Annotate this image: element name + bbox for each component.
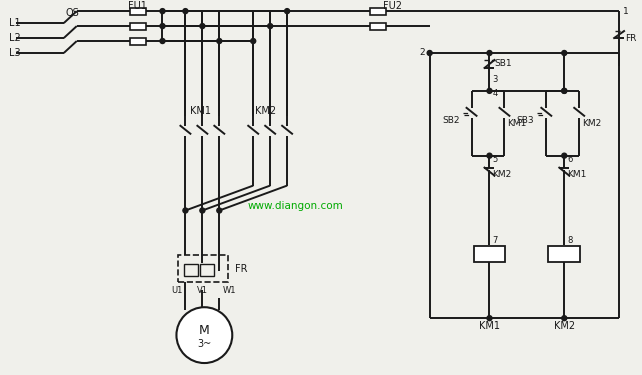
- Text: FR: FR: [625, 33, 636, 42]
- Circle shape: [427, 51, 432, 55]
- Circle shape: [487, 153, 492, 158]
- Text: KM2: KM2: [582, 119, 602, 128]
- Circle shape: [160, 24, 165, 28]
- Circle shape: [487, 316, 492, 321]
- Circle shape: [268, 24, 273, 28]
- Bar: [474, 246, 505, 262]
- Bar: [370, 22, 386, 30]
- Text: QS: QS: [66, 8, 80, 18]
- Text: KM2: KM2: [553, 321, 575, 331]
- Bar: [130, 22, 146, 30]
- Bar: [370, 8, 386, 15]
- Bar: [130, 8, 146, 15]
- Circle shape: [177, 307, 232, 363]
- Text: FU2: FU2: [383, 1, 403, 11]
- Text: www.diangon.com: www.diangon.com: [247, 201, 343, 210]
- Circle shape: [183, 9, 188, 14]
- Text: V1: V1: [197, 286, 208, 295]
- Bar: [178, 255, 229, 282]
- Circle shape: [251, 39, 256, 44]
- Text: KM2: KM2: [492, 170, 512, 179]
- Text: 6: 6: [568, 155, 573, 164]
- Text: FR: FR: [235, 264, 248, 274]
- Bar: [548, 246, 580, 262]
- Circle shape: [562, 51, 567, 55]
- Circle shape: [217, 208, 221, 213]
- Text: FU1: FU1: [128, 1, 147, 11]
- Text: 7: 7: [492, 236, 498, 245]
- Text: W1: W1: [222, 286, 236, 295]
- Bar: [200, 264, 214, 276]
- Text: 4: 4: [492, 89, 498, 98]
- Text: L1: L1: [9, 18, 21, 28]
- Text: KM1: KM1: [568, 170, 587, 179]
- Text: SB3: SB3: [517, 116, 534, 125]
- Text: U1: U1: [171, 286, 182, 295]
- Text: SB2: SB2: [442, 116, 460, 125]
- Text: 2: 2: [419, 48, 424, 57]
- Circle shape: [200, 24, 205, 28]
- Circle shape: [562, 153, 567, 158]
- Circle shape: [183, 208, 188, 213]
- Bar: [184, 264, 198, 276]
- Text: 8: 8: [568, 236, 573, 245]
- Circle shape: [160, 9, 165, 14]
- Text: L2: L2: [9, 33, 21, 43]
- Text: L3: L3: [9, 48, 21, 58]
- Text: 3~: 3~: [197, 339, 211, 349]
- Text: 3: 3: [492, 75, 498, 84]
- Circle shape: [284, 9, 290, 14]
- Circle shape: [200, 208, 205, 213]
- Circle shape: [562, 88, 567, 93]
- Text: KM1: KM1: [507, 119, 527, 128]
- Circle shape: [562, 316, 567, 321]
- Text: 1: 1: [623, 7, 629, 16]
- Circle shape: [562, 88, 567, 93]
- Bar: [130, 38, 146, 45]
- Text: 5: 5: [492, 155, 498, 164]
- Text: KM1: KM1: [479, 321, 500, 331]
- Circle shape: [487, 51, 492, 55]
- Circle shape: [217, 39, 221, 44]
- Circle shape: [160, 39, 165, 44]
- Text: KM1: KM1: [191, 106, 211, 116]
- Text: KM2: KM2: [256, 106, 276, 116]
- Text: M: M: [199, 324, 210, 337]
- Text: SB1: SB1: [494, 60, 512, 69]
- Circle shape: [487, 88, 492, 93]
